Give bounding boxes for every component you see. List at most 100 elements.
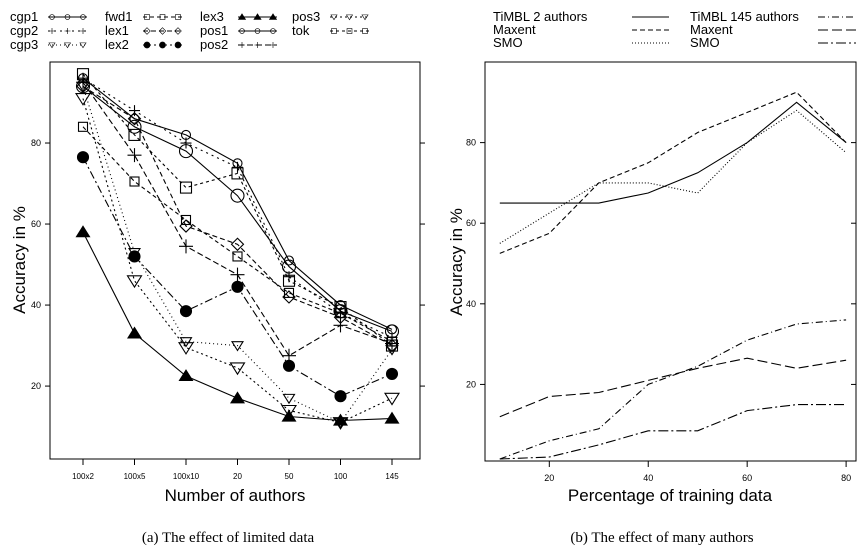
- legend-marker-group-a-lex1-2: [174, 27, 182, 35]
- legend-label-b-timbl-145-authors-3: TiMBL 145 authors: [690, 9, 799, 24]
- point-a-tok-50: [282, 274, 296, 287]
- legend-item-a-cgp2: cgp2: [10, 23, 87, 38]
- point-a-lex2-100x5: [128, 250, 141, 263]
- point-a-pos2-100x5: [127, 148, 142, 163]
- series-line-a-tok: [82, 73, 393, 347]
- legend-marker-group-a-pos3-0: [330, 14, 338, 21]
- point-a-pos1-100x10: [178, 144, 194, 159]
- series-a-cgp3: [76, 81, 399, 429]
- series-a-pos3: [75, 93, 400, 430]
- legend-marker-a-lex3-0: [237, 13, 247, 20]
- caption-b: (b) The effect of many authors: [570, 530, 753, 546]
- legend-marker-a-fwd1-1: [159, 14, 166, 20]
- y-tick-label-b-40: 40: [466, 299, 476, 309]
- y-tick-label-a-20: 20: [31, 381, 41, 391]
- point-a-lex2-100x2: [76, 151, 90, 164]
- point-a-pos2-100: [333, 318, 348, 333]
- plot-frame-a: [49, 61, 421, 460]
- legend-marker-group-a-fwd1-2: [175, 14, 181, 20]
- legend-marker-a-cgp1-1: [64, 14, 71, 20]
- point-a-lex1-50: [282, 290, 296, 304]
- series-a-fwd1: [77, 121, 398, 347]
- y-tick-label-a-80: 80: [31, 138, 41, 148]
- point-a-lex2-20: [231, 280, 244, 293]
- legend-item-a-lex2: lex2: [105, 37, 182, 52]
- legend-marker-group-a-fwd1-1: [159, 14, 166, 20]
- legend-item-b-maxent-1: Maxent: [493, 22, 669, 37]
- x-tick-label-a-100x10: 100x10: [173, 472, 200, 481]
- point-a-fwd1-100x2: [77, 121, 89, 132]
- legend-marker-group-a-cgp1-1: [64, 14, 71, 20]
- legend-label-b-maxent-1: Maxent: [493, 22, 536, 37]
- point-a-cgp3-50: [282, 393, 296, 405]
- x-tick-label-b-80: 80: [841, 473, 851, 483]
- legend-label-b-smo-5: SMO: [690, 35, 720, 50]
- legend-marker-a-pos1-2: [270, 28, 276, 34]
- legend-item-b-smo-5: SMO: [690, 35, 856, 50]
- legend-marker-a-pos3-2: [361, 14, 369, 21]
- y-tick-label-a-60: 60: [31, 219, 41, 229]
- legend-marker-group-a-cgp2-0: [48, 27, 56, 35]
- data-marks-b: [499, 91, 847, 460]
- legend-item-a-pos3: pos3: [292, 9, 369, 24]
- legend-marker-a-pos1-0: [239, 28, 245, 34]
- caption-a: (a) The effect of limited data: [142, 530, 315, 546]
- y-tick-label-b-20: 20: [466, 379, 476, 389]
- legend-label-b-smo-2: SMO: [493, 35, 523, 50]
- legend-marker-group-a-pos3-2: [361, 14, 369, 21]
- legend-label-a-cgp2: cgp2: [10, 23, 38, 38]
- legend-marker-group-a-lex2-1: [159, 41, 166, 49]
- legend-label-a-lex3: lex3: [200, 9, 224, 24]
- point-a-pos3-50: [281, 404, 297, 418]
- legend-marker-a-lex1-1: [158, 27, 167, 35]
- plot-frame-b: [484, 61, 857, 462]
- x-tick-label-a-145: 145: [385, 472, 399, 481]
- legend-marker-group-a-lex1-1: [158, 27, 167, 35]
- series-line-b-timbl-2-authors-0: [499, 101, 847, 204]
- legend-marker-a-cgp2-0: [48, 27, 56, 35]
- point-a-cgp3-100x10: [179, 337, 193, 348]
- point-a-pos2-100x10: [179, 239, 193, 254]
- axes-a: 100x2 100x5 100x10 20 50 100 145 20 40 60 80: [31, 138, 425, 481]
- legend-marker-a-lex1-0: [143, 27, 151, 35]
- legend-item-b-smo-2: SMO: [493, 35, 669, 50]
- legend-marker-a-cgp2-1: [64, 27, 71, 35]
- legend-label-a-pos1: pos1: [200, 23, 228, 38]
- series-line-b-maxent-1: [499, 91, 847, 254]
- legend-marker-group-a-lex3-0: [237, 13, 247, 20]
- x-tick-label-a-100x5: 100x5: [124, 472, 146, 481]
- point-a-lex2-100: [334, 390, 347, 403]
- x-tick-label-a-100x2: 100x2: [72, 472, 94, 481]
- point-a-pos3-100x5: [126, 275, 143, 289]
- series-a-tok: [76, 68, 399, 352]
- series-line-a-pos1: [82, 85, 393, 332]
- x-tick-label-a-20: 20: [233, 472, 242, 481]
- series-line-b-timbl-145-authors-3: [499, 319, 847, 460]
- point-a-pos3-100x10: [178, 342, 194, 355]
- legend-marker-a-cgp1-2: [80, 14, 86, 20]
- point-a-cgp3-20: [231, 341, 244, 352]
- point-a-lex3-100x10: [178, 369, 194, 382]
- point-a-pos2-100x2: [76, 75, 90, 90]
- series-a-lex3: [75, 225, 400, 426]
- series-line-a-cgp3: [82, 86, 393, 424]
- point-a-pos2-50: [282, 348, 296, 363]
- point-a-pos2-20: [230, 267, 245, 282]
- legend-label-a-cgp3: cgp3: [10, 37, 38, 52]
- point-a-fwd1-50: [283, 287, 295, 298]
- point-a-tok-20: [231, 167, 244, 180]
- legend-label-a-pos3: pos3: [292, 9, 320, 24]
- legend-marker-group-a-tok-0: [331, 28, 337, 34]
- point-a-pos3-100: [332, 417, 349, 430]
- legend-item-a-tok: tok: [292, 23, 369, 38]
- legend-marker-a-lex3-2: [268, 13, 278, 20]
- legend-marker-a-lex2-2: [174, 41, 182, 49]
- legend-label-a-pos2: pos2: [200, 37, 228, 52]
- point-a-lex1-100x5: [127, 111, 142, 126]
- point-a-tok-100x2: [76, 68, 90, 81]
- legend-marker-group-a-cgp2-1: [64, 27, 71, 35]
- y-axis-title-b: Accuracy in %: [447, 208, 466, 316]
